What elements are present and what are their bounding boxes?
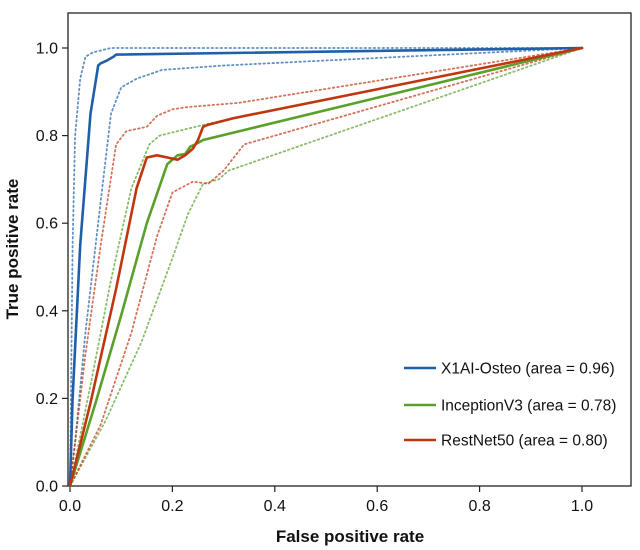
x-tick-label: 0.2 xyxy=(161,498,183,515)
y-axis-title: True positive rate xyxy=(3,179,22,320)
legend: X1AI-Osteo (area = 0.96) InceptionV3 (are… xyxy=(404,361,616,450)
series-1-ci-upper-line xyxy=(69,47,583,487)
x-tick-label: 0.4 xyxy=(264,498,286,515)
series-2-roc-line xyxy=(68,46,584,488)
x-tick-label: 1.0 xyxy=(571,498,593,515)
x-tick-label: 0.0 xyxy=(59,498,81,515)
legend-label-2: RestNet50 (area = 0.80) xyxy=(441,433,608,450)
x-tick-label: 0.8 xyxy=(468,498,490,515)
plot-frame xyxy=(67,12,632,487)
series-layer xyxy=(68,46,584,488)
x-tick-label: 0.6 xyxy=(366,498,388,515)
series-2-ci-lower-line xyxy=(69,47,583,487)
series-0-ci-lower-line xyxy=(69,47,583,487)
y-tick-label: 0.8 xyxy=(36,128,58,145)
x-axis-title: False positive rate xyxy=(276,527,424,546)
y-tick-label: 1.0 xyxy=(36,41,58,58)
legend-label-0: X1AI-Osteo (area = 0.96) xyxy=(441,361,615,378)
y-tick-label: 0.4 xyxy=(36,303,58,320)
x-axis: 0.0 0.2 0.4 0.6 0.8 1.0 xyxy=(59,486,593,515)
legend-label-1: InceptionV3 (area = 0.78) xyxy=(441,398,616,415)
series-0-roc-line xyxy=(68,46,584,488)
series-0-ci-upper-line xyxy=(69,47,583,487)
y-tick-label: 0.2 xyxy=(36,391,58,408)
series-1-ci-lower-line xyxy=(69,47,583,487)
y-tick-label: 0.0 xyxy=(36,479,58,496)
y-tick-label: 0.6 xyxy=(36,216,58,233)
series-1-roc-line xyxy=(68,46,584,488)
y-axis: 0.0 0.2 0.4 0.6 0.8 1.0 xyxy=(36,41,68,496)
series-2-ci-upper-line xyxy=(69,47,583,487)
